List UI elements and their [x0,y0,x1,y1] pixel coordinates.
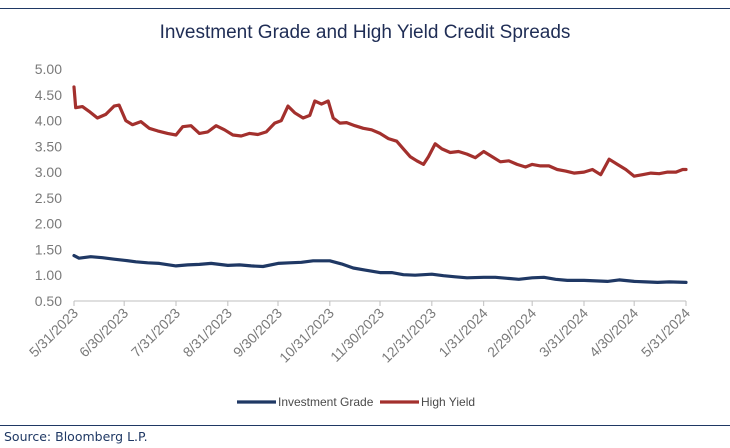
y-tick-label: 4.50 [35,87,62,103]
y-tick-label: 5.00 [35,61,62,77]
legend-item: High Yield [380,395,475,409]
legend-label: Investment Grade [278,395,374,409]
x-tick-label: 10/31/2023 [276,305,337,366]
x-tick-label: 5/31/2024 [638,305,694,361]
x-tick-label: 4/30/2024 [586,305,642,361]
series-line-high-yield [72,85,688,178]
source-note: Source: Bloomberg L.P. [4,429,148,444]
x-tick-label: 6/30/2023 [76,305,132,361]
x-tick-label: 8/31/2023 [180,305,236,361]
series-line-investment-grade [72,254,688,284]
line-chart: 5.00 4.50 4.00 3.50 3.00 2.50 2.00 1.50 1.00 0.50… [26,61,694,409]
x-tick-label: 7/31/2023 [128,305,184,361]
chart-title: Investment Grade and High Yield Credit S… [159,22,571,43]
y-tick-label: 1.50 [35,241,62,257]
x-tick-label: 1/31/2024 [435,305,491,361]
x-tick-label: 12/31/2023 [378,305,439,366]
y-tick-label: 2.50 [35,190,62,206]
legend-label: High Yield [421,395,475,409]
y-tick-label: 1.00 [35,267,62,283]
x-tick-label: 9/30/2023 [230,305,286,361]
x-tick-label: 2/29/2024 [484,305,540,361]
y-tick-label: 0.50 [35,293,62,309]
legend-item: Investment Grade [237,395,374,409]
y-tick-label: 3.50 [35,138,62,154]
x-tick-label: 5/31/2023 [26,305,82,361]
y-tick-label: 2.00 [35,216,62,232]
y-tick-label: 3.00 [35,164,62,180]
y-tick-label: 4.00 [35,113,62,129]
top-rule [0,8,730,9]
x-tick-label: 3/31/2024 [536,305,592,361]
bottom-rule [0,425,730,426]
